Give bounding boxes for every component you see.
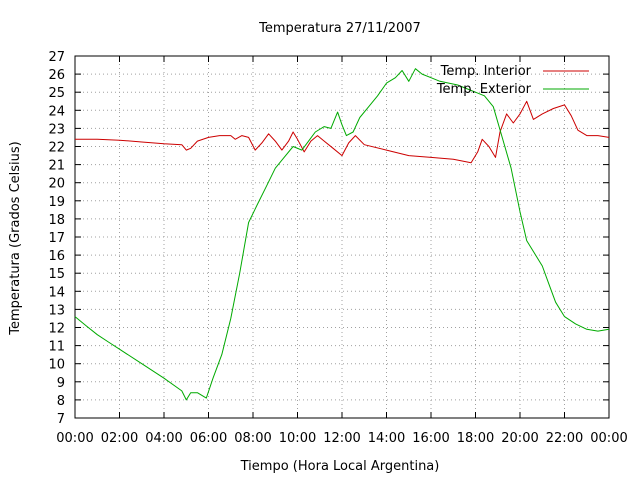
y-tick-label: 19	[48, 195, 65, 210]
y-tick-label: 11	[48, 340, 65, 355]
x-tick-label: 06:00	[190, 431, 227, 446]
x-tick-label: 18:00	[457, 431, 494, 446]
axis-ticks	[74, 55, 610, 419]
y-tick-label: 25	[48, 86, 65, 101]
chart-title: Temperatura 27/11/2007	[258, 21, 421, 36]
y-axis-tick-labels: 7 8 9 10 11 12 13 14 15 16 17 18 19 20 21 22 23 24 25 26 27	[48, 50, 65, 427]
x-tick-label: 02:00	[101, 431, 138, 446]
x-tick-label: 22:00	[546, 431, 583, 446]
legend: Temp. Interior Temp. Exterior	[436, 64, 589, 97]
y-tick-label: 16	[48, 249, 65, 264]
y-tick-label: 10	[48, 358, 65, 373]
y-tick-label: 14	[48, 285, 65, 300]
grid-lines	[75, 56, 609, 418]
x-tick-label: 08:00	[234, 431, 271, 446]
series-lines	[74, 68, 610, 401]
y-axis-label: Temperatura (Grados Celsius)	[8, 141, 23, 335]
y-tick-label: 12	[48, 322, 65, 337]
x-tick-label: 00:00	[590, 431, 627, 446]
y-tick-label: 24	[48, 104, 65, 119]
y-tick-label: 8	[57, 394, 65, 409]
x-tick-label: 00:00	[56, 431, 93, 446]
legend-label-exterior: Temp. Exterior	[436, 82, 532, 97]
y-tick-label: 7	[57, 412, 65, 427]
y-tick-label: 22	[48, 141, 65, 156]
y-tick-label: 27	[48, 50, 65, 65]
legend-label-interior: Temp. Interior	[440, 64, 532, 79]
x-axis-tick-labels: 00:00 02:00 04:00 06:00 08:00 10:00 12:00 14:00…	[56, 431, 627, 446]
y-tick-label: 17	[48, 231, 65, 246]
x-tick-label: 20:00	[501, 431, 538, 446]
x-tick-label: 04:00	[145, 431, 182, 446]
x-tick-label: 16:00	[412, 431, 449, 446]
y-tick-label: 18	[48, 213, 65, 228]
y-tick-label: 21	[48, 159, 65, 174]
y-tick-label: 23	[48, 122, 65, 137]
y-tick-label: 15	[48, 267, 65, 282]
x-tick-label: 12:00	[323, 431, 360, 446]
y-tick-label: 20	[48, 177, 65, 192]
series-line-exterior	[74, 68, 610, 401]
y-tick-label: 9	[57, 376, 65, 391]
x-tick-label: 10:00	[279, 431, 316, 446]
series-line-interior	[75, 100, 610, 164]
y-tick-label: 13	[48, 303, 65, 318]
x-axis-label: Tiempo (Hora Local Argentina)	[240, 459, 440, 474]
x-tick-label: 14:00	[368, 431, 405, 446]
y-tick-label: 26	[48, 68, 65, 83]
